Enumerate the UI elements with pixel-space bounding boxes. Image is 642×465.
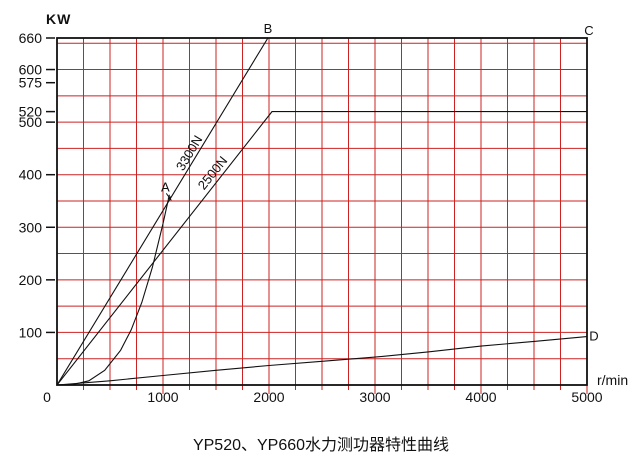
chart-title: YP520、YP660水力测功器特性曲线 <box>192 437 450 454</box>
y-axis-tick-label: 500 <box>19 114 43 130</box>
curve-torque-limit-3300N <box>56 37 269 386</box>
y-axis-tick-label: 600 <box>19 62 43 78</box>
point-label-A: A <box>161 179 170 194</box>
point-label-arrowhead <box>167 196 172 201</box>
y-axis-tick-label: 300 <box>19 219 43 235</box>
curve-torque-limit-2500N-then-520kW <box>56 111 587 386</box>
x-axis-tick-label: 5000 <box>571 389 602 405</box>
x-axis-tick-label: 2000 <box>253 389 284 405</box>
y-axis-tick-label: 660 <box>19 30 43 46</box>
y-axis-tick-label: 200 <box>19 272 43 288</box>
x-axis-tick-label: 4000 <box>465 389 496 405</box>
x-axis-tick-label: 3000 <box>359 389 390 405</box>
point-label-B: B <box>264 21 273 36</box>
y-axis-tick-label: 575 <box>19 75 43 91</box>
y-axis-tick-label: 100 <box>19 324 43 340</box>
y-axis-tick-label: 400 <box>19 167 43 183</box>
y-axis-tick-label: 520 <box>19 104 43 120</box>
x-axis-tick-label: 1000 <box>147 389 178 405</box>
y-axis-unit-label: KW <box>46 11 72 27</box>
torque-label-3300N: 3300N <box>173 133 206 174</box>
curve-minimum-load-curve-to-D <box>56 336 588 386</box>
point-label-D: D <box>589 329 598 344</box>
x-axis-unit-label: r/min <box>597 372 629 388</box>
point-label-C: C <box>584 23 593 38</box>
x-axis-tick-label: 0 <box>43 389 51 405</box>
